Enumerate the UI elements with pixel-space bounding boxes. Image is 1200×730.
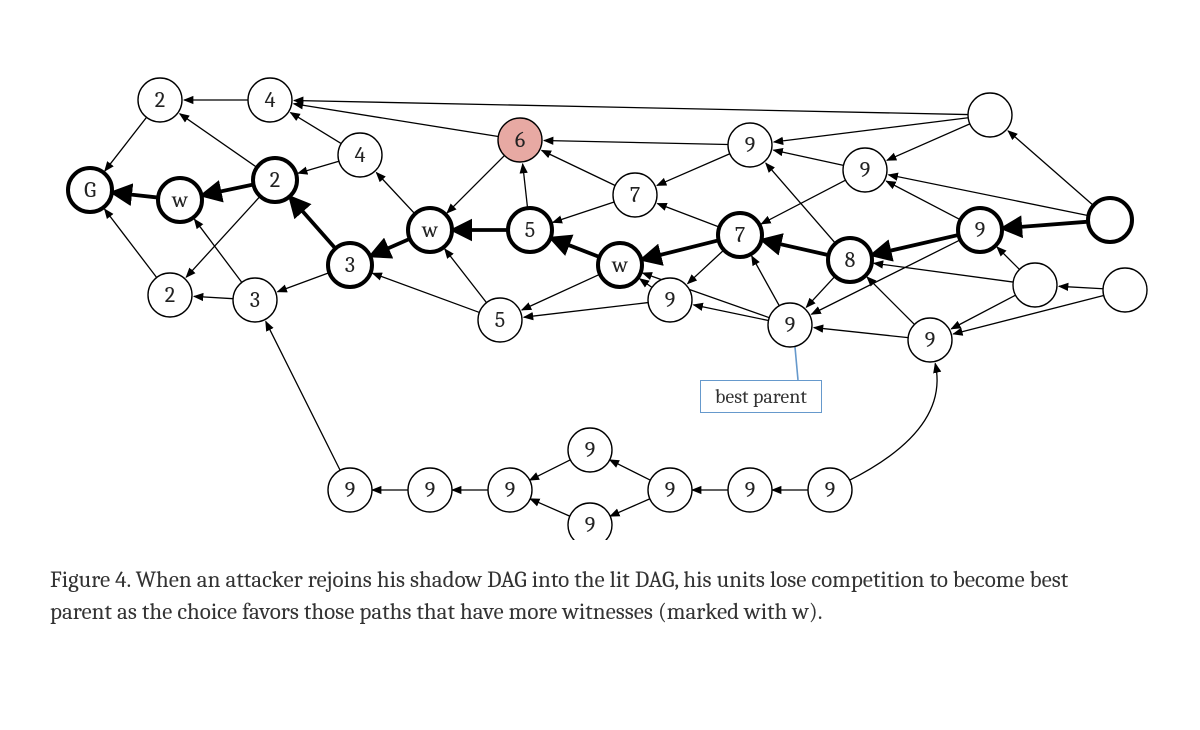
dag-edge xyxy=(766,163,836,243)
dag-node-label: 9 xyxy=(785,312,796,338)
dag-node-label: 9 xyxy=(425,477,436,503)
dag-edge xyxy=(657,204,719,228)
dag-node-label: 7 xyxy=(630,182,640,208)
dag-edge xyxy=(610,498,652,516)
dag-node-label: 2 xyxy=(270,167,280,193)
dag-node-label: 9 xyxy=(975,217,986,243)
dag-node-label: 3 xyxy=(250,287,260,313)
dag-edge xyxy=(774,118,968,142)
dag-edge xyxy=(266,321,341,472)
dag-edge xyxy=(693,305,768,321)
dag-edge xyxy=(752,256,780,306)
figure-caption: Figure 4. When an attacker rejoins his s… xyxy=(50,564,1100,628)
dag-edge xyxy=(610,460,652,481)
dag-edge xyxy=(806,276,835,307)
dag-edge xyxy=(445,249,487,303)
dag-node-label: 5 xyxy=(495,307,505,333)
dag-node-label: 4 xyxy=(265,87,276,113)
dag-node-label: 9 xyxy=(585,437,596,463)
dag-node-label: G xyxy=(84,177,96,203)
dag-edge xyxy=(763,240,828,255)
dag-edge xyxy=(105,209,157,277)
dag-edge xyxy=(447,156,504,213)
dag-node xyxy=(1103,268,1147,312)
dag-node-label: 9 xyxy=(825,477,836,503)
dag-edge xyxy=(290,113,341,144)
dag-node-label: w xyxy=(421,217,438,243)
dag-svg: G 2 w 2 4 2 3 4 3 w 6 5 5 7 w 9 9 7 9 9 8 9 9 9 9 9 9 9 9 9 9 xyxy=(50,60,1150,540)
dag-edge xyxy=(951,295,1015,329)
dag-node-label: 2 xyxy=(155,87,165,113)
dag-node-label: 9 xyxy=(665,287,676,313)
dag-edge xyxy=(887,124,970,160)
dag-edge xyxy=(997,247,1019,269)
dag-edge xyxy=(194,219,241,282)
dag-node-label: 9 xyxy=(745,477,756,503)
dag-edge xyxy=(524,303,648,318)
dag-edge xyxy=(848,363,937,481)
dag-node-label: w xyxy=(171,187,188,213)
dag-edge xyxy=(114,193,158,198)
dag-edge xyxy=(1059,286,1103,288)
dag-edge xyxy=(542,150,616,185)
dag-edge xyxy=(203,185,253,196)
dag-edge xyxy=(773,150,843,165)
dag-node xyxy=(1088,198,1132,242)
dag-node-label: 6 xyxy=(515,127,525,153)
dag-edge xyxy=(761,180,845,224)
dag-edge xyxy=(376,173,415,214)
dag-edge xyxy=(867,277,914,324)
dag-edge xyxy=(530,459,572,480)
dag-node-label: 9 xyxy=(585,512,596,538)
dag-node-label: 7 xyxy=(735,222,745,248)
dag-edge xyxy=(553,202,614,222)
dag-edge xyxy=(372,239,410,256)
dag-node-label: 5 xyxy=(525,217,535,243)
dag-edge xyxy=(1008,131,1093,206)
dag-edge xyxy=(814,328,908,338)
best-parent-annotation: best parent xyxy=(700,380,822,413)
dag-edge xyxy=(552,239,599,257)
dag-edge xyxy=(523,164,528,208)
dag-edge xyxy=(180,114,257,168)
dag-edge xyxy=(657,154,730,186)
dag-edge xyxy=(294,104,499,137)
dag-edge xyxy=(294,100,968,114)
dag-edge xyxy=(522,274,600,310)
dag-edge xyxy=(291,198,336,249)
dag-node-label: 4 xyxy=(355,142,366,168)
dag-edge xyxy=(640,279,652,288)
dag-node-label: 9 xyxy=(860,157,871,183)
dag-node-label: 9 xyxy=(505,477,516,503)
dag-node-label: 9 xyxy=(665,477,676,503)
dag-node-label: w xyxy=(611,252,628,278)
dag-diagram: G 2 w 2 4 2 3 4 3 w 6 5 5 7 w 9 9 7 9 9 8 9 9 9 9 9 9 9 9 9 9 best par… xyxy=(50,60,1150,540)
dag-node-label: 9 xyxy=(345,477,356,503)
dag-node-label: 8 xyxy=(845,247,856,273)
dag-node xyxy=(968,93,1012,137)
dag-edge xyxy=(688,250,724,284)
dag-edge xyxy=(373,273,480,312)
dag-edge xyxy=(544,141,728,145)
annotation-pointer xyxy=(795,347,798,380)
dag-edge xyxy=(298,161,339,173)
dag-node-label: 9 xyxy=(745,132,756,158)
dag-edge xyxy=(530,499,572,517)
dag-edge xyxy=(643,240,718,259)
dag-edge xyxy=(105,117,147,171)
dag-edge xyxy=(278,273,330,292)
dag-edge xyxy=(1004,222,1088,228)
dag-node xyxy=(1013,263,1057,307)
dag-node-label: 3 xyxy=(345,252,355,278)
dag-edge xyxy=(873,235,958,255)
dag-edge xyxy=(194,296,233,298)
dag-node-label: 9 xyxy=(925,327,936,353)
dag-node-label: 2 xyxy=(165,282,175,308)
